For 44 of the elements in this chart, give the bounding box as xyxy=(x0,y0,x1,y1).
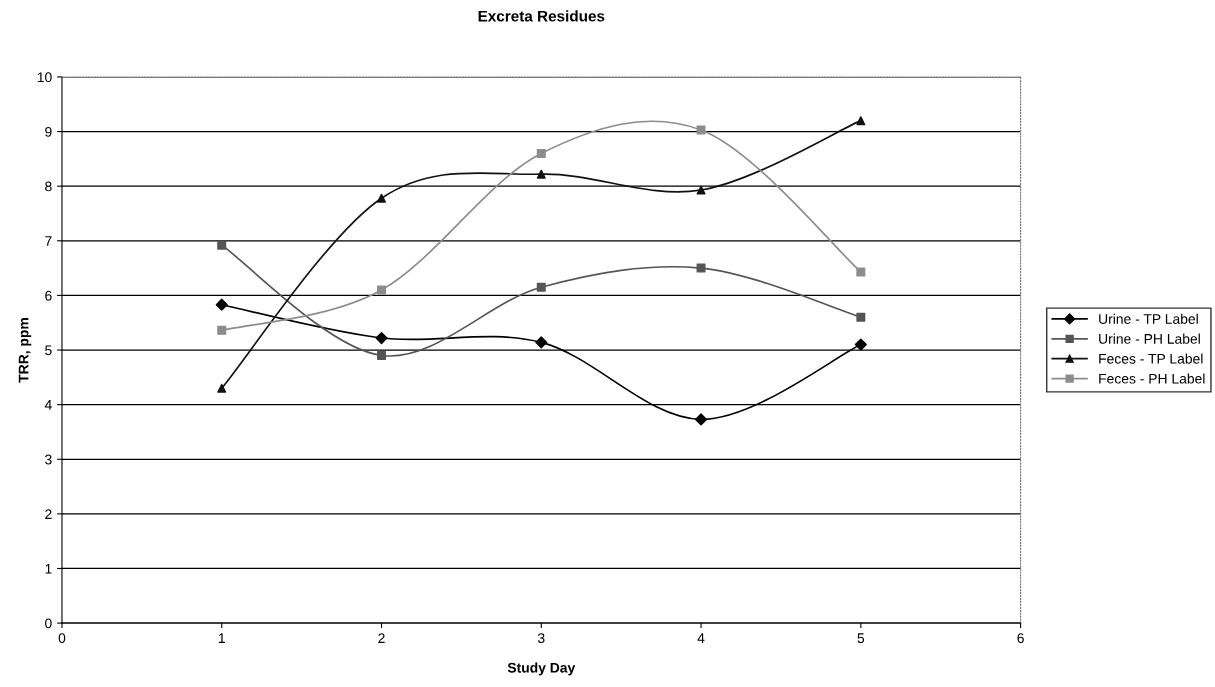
y-tick-label: 9 xyxy=(45,126,52,137)
y-tick-label: 7 xyxy=(45,236,52,246)
x-tick-label: 2 xyxy=(378,633,385,643)
x-tick-label: 0 xyxy=(58,633,66,644)
x-tick-label: 6 xyxy=(1017,633,1024,644)
point xyxy=(217,240,227,250)
legend-label: Feces - PH Label xyxy=(1099,373,1205,384)
y-tick-label: 3 xyxy=(45,454,52,465)
point xyxy=(377,193,387,203)
y-tick-label: 0 xyxy=(45,618,52,629)
y-tick-label: 2 xyxy=(45,509,52,519)
point xyxy=(215,298,228,311)
x-tick-label: 5 xyxy=(857,633,865,644)
y-tick-label: 4 xyxy=(44,400,52,410)
y-tick-label: 1 xyxy=(45,563,52,574)
x-tick-label: 1 xyxy=(218,633,225,643)
legend-label: Feces - TP Label xyxy=(1099,353,1203,364)
point xyxy=(856,267,866,277)
y-axis-title: TRR, ppm xyxy=(18,318,32,383)
point xyxy=(217,325,227,335)
point xyxy=(696,125,706,135)
y-tick-label: 5 xyxy=(45,345,52,356)
chart-title: Excreta Residues xyxy=(478,10,605,22)
point xyxy=(856,312,866,322)
point xyxy=(854,338,867,351)
point xyxy=(535,336,548,349)
x-tick-label: 4 xyxy=(697,633,705,643)
point xyxy=(375,331,388,345)
point xyxy=(377,285,387,295)
point xyxy=(694,413,708,426)
point xyxy=(536,148,546,158)
point xyxy=(217,383,227,393)
point xyxy=(696,263,706,273)
point xyxy=(856,116,866,126)
y-tick-label: 8 xyxy=(45,181,52,192)
point xyxy=(536,282,546,292)
x-axis-title: Study Day xyxy=(507,662,576,676)
y-tick-label: 6 xyxy=(45,290,52,301)
point xyxy=(377,350,387,360)
legend-label: Urine - TP Label xyxy=(1099,313,1198,324)
y-tick-label: 10 xyxy=(37,72,52,83)
x-tick-label: 3 xyxy=(537,633,545,644)
point xyxy=(536,169,546,179)
legend-label: Urine - PH Label xyxy=(1099,333,1200,344)
